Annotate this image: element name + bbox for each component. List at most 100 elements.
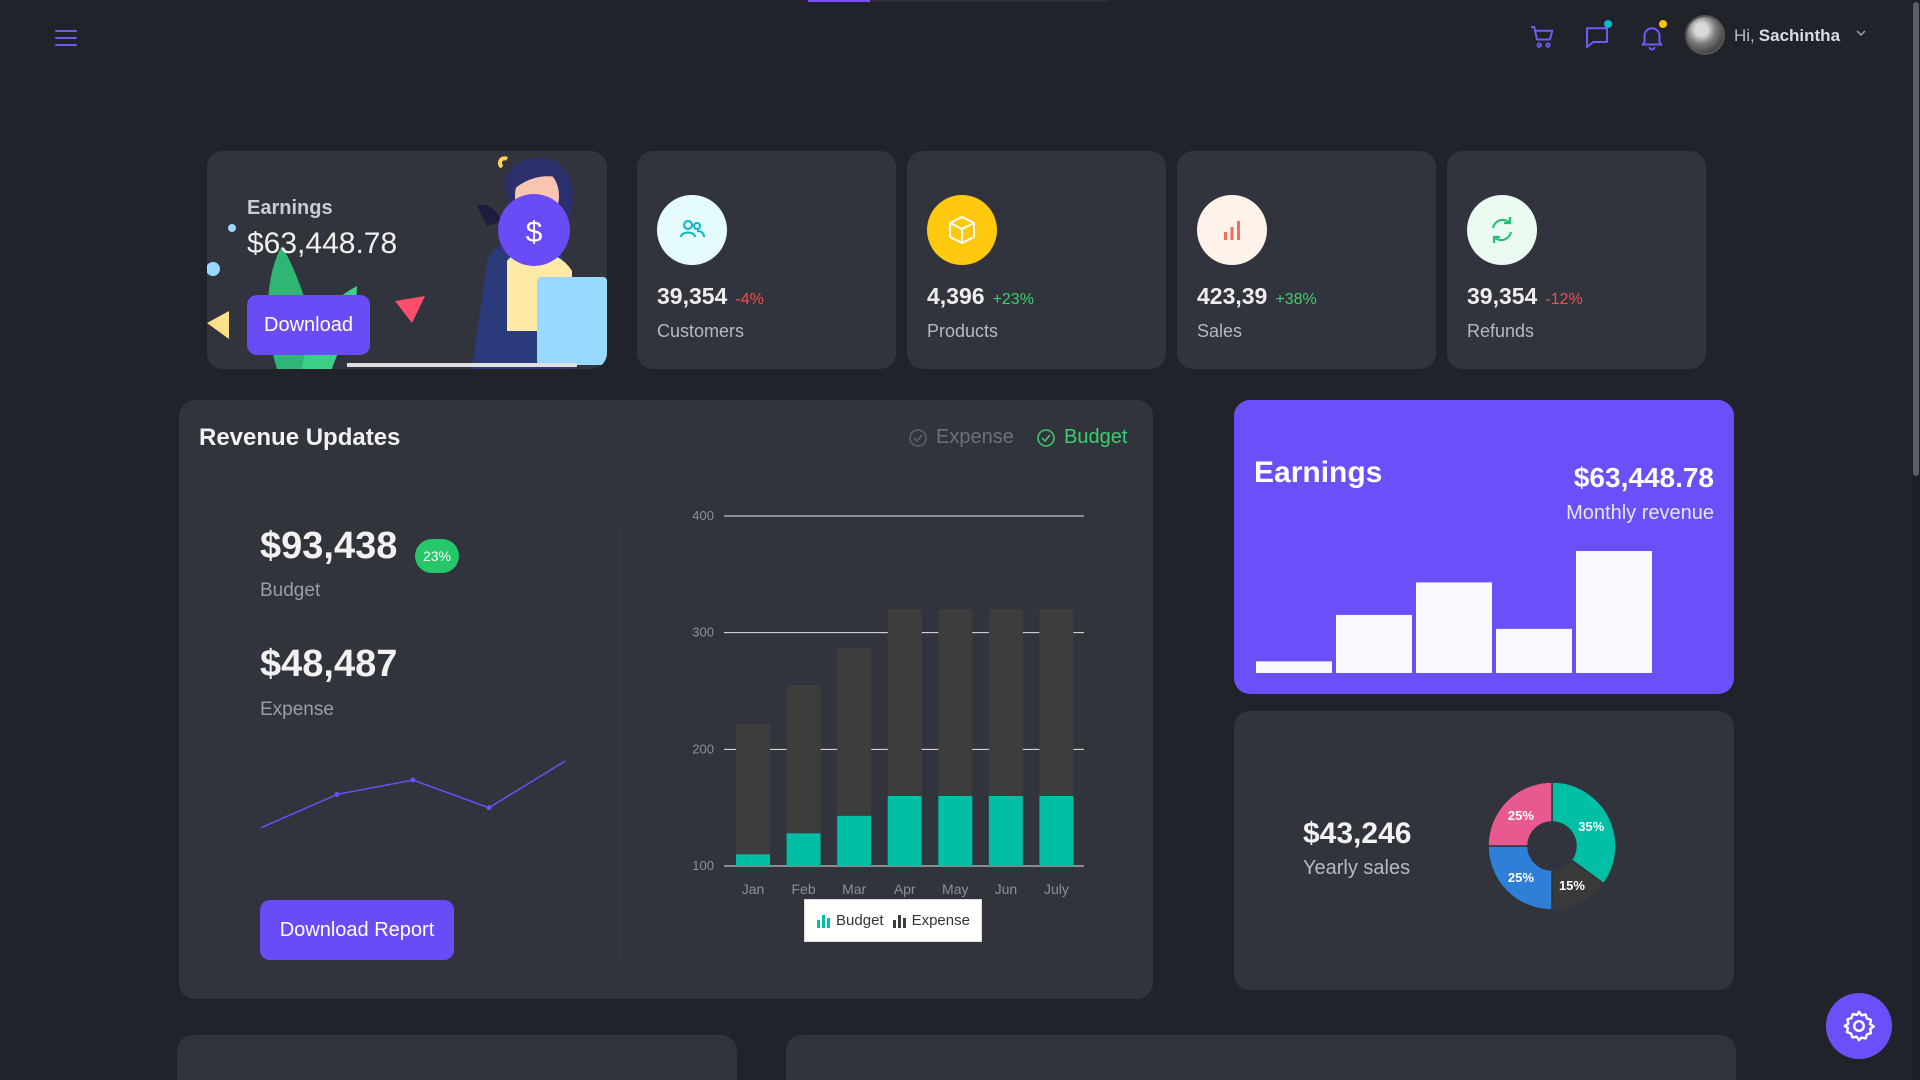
menu-icon[interactable]	[55, 27, 79, 47]
donut-slice	[1487, 781, 1553, 847]
download-button[interactable]: Download	[247, 295, 370, 355]
legend-item-expense[interactable]: Expense	[892, 912, 970, 929]
stat-card-products: 4,396 +23% Products	[907, 151, 1166, 369]
monthly-earnings-card: Earnings $63,448.78 Monthly revenue	[1234, 400, 1734, 694]
y-tick-label: 100	[692, 858, 714, 873]
stat-label: Customers	[657, 321, 745, 341]
stat-label: Sales	[1197, 321, 1243, 341]
chevron-down-icon[interactable]	[1856, 28, 1866, 38]
stat-card-customers: 39,354 -4% Customers	[637, 151, 896, 369]
expense-label: Expense	[260, 699, 334, 720]
sparkline-series	[260, 760, 566, 829]
yearly-subtitle: Yearly sales	[1303, 857, 1411, 879]
legend-toggle-expense[interactable]: Expense	[908, 426, 1014, 449]
x-tick-label: May	[942, 881, 968, 897]
settings-button[interactable]	[1826, 993, 1892, 1059]
x-tick-label: Jan	[742, 881, 765, 897]
divider	[620, 528, 621, 962]
scrollbar-thumb[interactable]	[1913, 2, 1919, 476]
bell-badge	[1659, 20, 1667, 28]
bar-budget	[736, 854, 770, 866]
x-tick-label: July	[1044, 881, 1069, 897]
stat-label: Refunds	[1467, 321, 1535, 341]
budget-badge: 23%	[415, 539, 459, 573]
cart-icon[interactable]	[1528, 22, 1558, 52]
loading-bar	[808, 0, 1108, 2]
bar-expense	[736, 723, 770, 866]
donut-slice-label: 15%	[1559, 878, 1585, 893]
bar-chart-icon	[1197, 195, 1267, 265]
scrollbar-track[interactable]	[1912, 0, 1920, 1080]
bottom-card-left	[177, 1035, 737, 1080]
bar-budget	[938, 796, 973, 866]
check-circle-icon	[909, 428, 927, 447]
yearly-amount: $43,246	[1303, 817, 1412, 850]
sparkline-chart	[260, 760, 566, 829]
user-greeting[interactable]: Hi, Sachintha	[1734, 26, 1841, 45]
revenue-updates-card: Revenue Updates Expense Budget $93,438 2…	[179, 400, 1153, 999]
top-bar: Hi, Sachintha	[0, 0, 1920, 75]
bar-legend-icon	[892, 914, 906, 928]
stat-change: +38%	[1275, 291, 1317, 308]
earnings-subtitle: Monthly revenue	[1566, 502, 1714, 524]
sparkline-point	[334, 791, 340, 797]
stat-change: +23%	[992, 291, 1034, 308]
gear-icon	[1843, 1010, 1875, 1042]
budget-label: Budget	[260, 580, 321, 601]
bar-legend-icon	[817, 914, 831, 928]
earnings-bar	[1336, 614, 1412, 673]
bar-budget	[887, 796, 922, 866]
donut-slice	[1551, 781, 1617, 885]
budget-amount: $93,438	[260, 525, 398, 567]
sparkline-point	[410, 777, 416, 783]
bar-budget	[988, 796, 1023, 866]
welcome-amount: $63,448.78	[247, 227, 398, 260]
welcome-earnings-card: $ Earnings $63,448.78 Download	[207, 151, 607, 369]
avatar[interactable]	[1685, 15, 1725, 55]
card-title: Earnings	[1254, 456, 1383, 489]
earnings-bar	[1576, 551, 1652, 673]
chat-badge	[1604, 20, 1612, 28]
bell-icon[interactable]	[1637, 22, 1667, 52]
legend-item-budget[interactable]: Budget	[816, 912, 884, 929]
welcome-label: Earnings	[247, 197, 333, 219]
x-tick-label: Mar	[842, 881, 866, 897]
sparkline-point	[486, 805, 492, 811]
legend-toggle-budget[interactable]: Budget	[1036, 426, 1127, 449]
x-tick-label: Apr	[894, 881, 916, 897]
donut-slice-label: 35%	[1578, 819, 1604, 834]
stat-value: 39,354 -4%	[657, 283, 764, 309]
dollar-icon: $	[526, 216, 543, 249]
download-report-button[interactable]: Download Report	[260, 900, 454, 960]
donut-slice-label: 25%	[1508, 870, 1534, 885]
box-icon	[927, 195, 997, 265]
y-tick-label: 400	[692, 508, 714, 523]
donut-slice-label: 25%	[1508, 808, 1534, 823]
earnings-bar	[1496, 628, 1572, 673]
revenue-bar-chart: 100 200 300 400 Jan Feb Mar Apr May Jun July	[692, 508, 1084, 897]
x-tick-label: Feb	[792, 881, 816, 897]
stat-label: Products	[927, 321, 999, 341]
earnings-bar	[1256, 661, 1332, 673]
donut-slice	[1487, 845, 1553, 911]
y-tick-label: 200	[692, 741, 714, 756]
earnings-bar-chart	[1256, 551, 1652, 673]
y-tick-label: 300	[692, 625, 714, 640]
users-icon	[657, 195, 727, 265]
chat-icon[interactable]	[1582, 22, 1612, 52]
earnings-bar	[1416, 582, 1492, 673]
refresh-icon	[1467, 195, 1537, 265]
bar-budget	[1039, 796, 1074, 866]
earnings-amount: $63,448.78	[1573, 462, 1714, 493]
check-circle-icon	[1037, 428, 1055, 447]
bottom-card-right	[786, 1035, 1736, 1080]
chart-legend: Budget Expense	[804, 899, 982, 942]
stat-value: 4,396 +23%	[927, 283, 1034, 309]
stat-value: 423,39 +38%	[1197, 283, 1317, 309]
yearly-sales-card: $43,246 Yearly sales 35% 15% 25% 25%	[1234, 711, 1734, 990]
bar-budget	[837, 815, 872, 866]
x-tick-label: Jun	[995, 881, 1018, 897]
stat-card-refunds: 39,354 -12% Refunds	[1447, 151, 1706, 369]
card-title: Revenue Updates	[199, 424, 401, 451]
bar-budget	[786, 833, 821, 866]
